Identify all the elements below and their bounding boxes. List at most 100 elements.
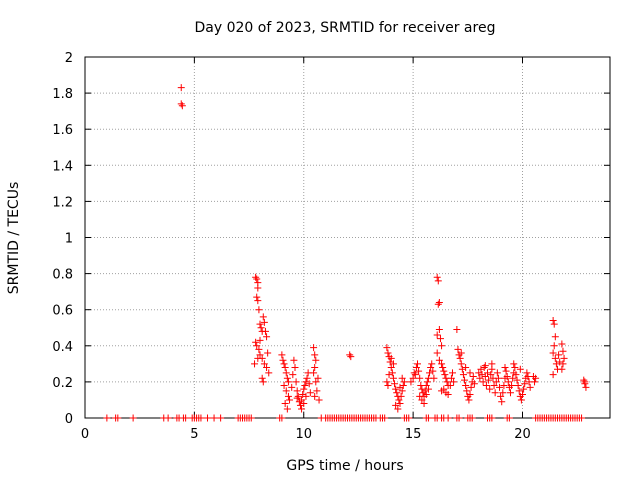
data-point <box>422 382 430 390</box>
data-point <box>498 398 506 406</box>
data-point <box>558 340 566 348</box>
data-point <box>412 363 420 371</box>
data-point <box>469 372 477 380</box>
data-point <box>293 394 301 402</box>
data-point <box>444 391 452 399</box>
data-point <box>103 414 111 422</box>
x-tick-label: 20 <box>514 427 531 442</box>
axis-ticks: 0 5 10 15 20 0 0.2 0.4 0.6 0.8 1 1.2 1.4 1.6 1.8 2 <box>52 51 610 442</box>
data-point <box>301 382 309 390</box>
data-point <box>447 374 455 382</box>
data-point <box>302 378 310 386</box>
data-point <box>278 351 286 359</box>
data-point <box>429 367 437 375</box>
data-point <box>279 356 287 364</box>
data-point <box>256 351 264 359</box>
data-point <box>427 363 435 371</box>
data-point <box>400 378 408 386</box>
data-point <box>434 277 442 285</box>
gridlines <box>85 57 610 418</box>
data-point <box>311 351 319 359</box>
data-point <box>504 378 512 386</box>
data-point <box>310 344 318 352</box>
data-point <box>517 396 525 404</box>
data-point <box>294 392 302 400</box>
data-point <box>420 400 428 408</box>
data-point <box>487 371 495 379</box>
data-point <box>415 367 423 375</box>
data-point <box>396 383 404 391</box>
data-point <box>520 385 528 393</box>
data-point <box>281 363 289 371</box>
data-point <box>551 354 559 362</box>
data-point <box>312 378 320 386</box>
data-point <box>516 365 524 373</box>
data-point <box>306 389 314 397</box>
data-point <box>438 360 446 368</box>
data-point <box>493 369 501 377</box>
data-point <box>204 414 211 422</box>
data-point <box>311 363 319 371</box>
data-point <box>433 331 441 339</box>
data-point <box>387 354 395 362</box>
data-point <box>438 387 446 395</box>
y-tick-label: 0.8 <box>52 268 73 283</box>
data-point <box>289 371 297 379</box>
data-point <box>505 414 513 422</box>
data-point <box>502 367 510 375</box>
data-point <box>418 385 426 393</box>
data-point <box>476 374 484 382</box>
data-point <box>282 369 290 377</box>
data-point <box>435 326 443 334</box>
data-point <box>477 365 485 373</box>
data-point <box>435 356 443 364</box>
data-point <box>467 383 475 391</box>
data-point <box>263 333 271 341</box>
data-point <box>422 391 430 399</box>
data-point <box>197 414 205 422</box>
data-point <box>558 365 566 373</box>
data-point <box>280 382 288 390</box>
data-point <box>424 414 432 422</box>
data-point <box>481 362 489 370</box>
data-point <box>255 345 263 353</box>
data-point <box>418 396 426 404</box>
data-point <box>578 414 586 422</box>
data-point <box>511 363 519 371</box>
data-point <box>509 374 517 382</box>
data-point <box>488 360 496 368</box>
y-tick-label: 1.4 <box>52 159 73 174</box>
data-point <box>503 372 511 380</box>
data-point <box>462 382 470 390</box>
data-point <box>482 382 490 390</box>
data-point <box>290 356 298 364</box>
data-point <box>386 358 394 366</box>
data-point <box>253 342 261 350</box>
data-point <box>384 382 392 390</box>
data-point <box>260 360 268 368</box>
data-point <box>494 374 502 382</box>
data-point <box>282 387 290 395</box>
chart-title: Day 020 of 2023, SRMTID for receiver are… <box>195 20 496 36</box>
data-point <box>424 385 432 393</box>
data-point <box>259 378 267 386</box>
data-point <box>254 297 262 305</box>
data-point <box>481 372 489 380</box>
data-point <box>499 389 507 397</box>
data-point <box>439 363 447 371</box>
x-axis-label: GPS time / hours <box>286 458 403 474</box>
data-point <box>510 360 518 368</box>
data-point <box>513 376 521 384</box>
data-point <box>435 298 443 306</box>
data-point <box>300 400 308 408</box>
data-point <box>466 391 474 399</box>
x-tick-label: 10 <box>295 427 312 442</box>
data-point <box>430 374 438 382</box>
data-point <box>438 342 446 350</box>
data-point <box>440 367 448 375</box>
data-point <box>501 363 509 371</box>
data-point <box>217 414 225 422</box>
data-point <box>441 371 449 379</box>
data-point <box>383 344 391 352</box>
